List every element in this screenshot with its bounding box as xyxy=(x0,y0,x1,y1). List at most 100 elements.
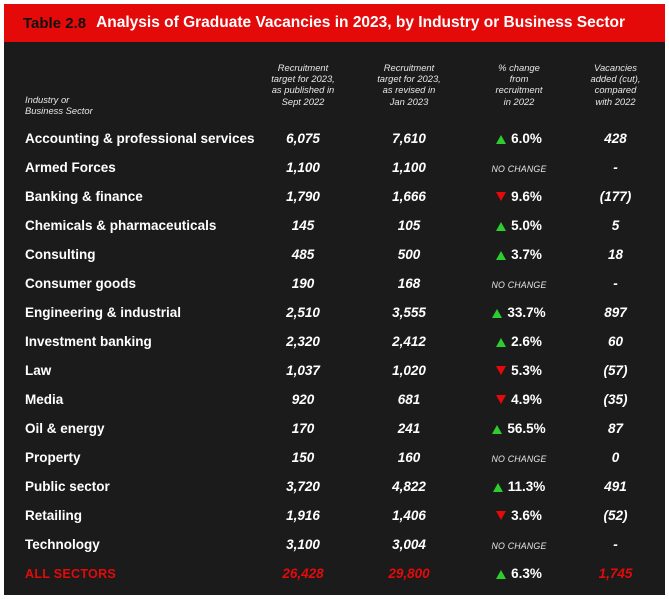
sector-name: Retailing xyxy=(25,508,83,523)
header-published-line: Sept 2022 xyxy=(281,95,325,107)
sector-name: Armed Forces xyxy=(25,160,116,175)
table-row: Engineering & industrial 2,510 3,555 33.… xyxy=(4,299,665,327)
header-revised-line: Jan 2023 xyxy=(389,95,429,107)
published-target: 2,320 xyxy=(286,334,320,349)
total-vacancies-added: 1,745 xyxy=(598,566,633,581)
table-row: Chemicals & pharmaceuticals 145 105 5.0%… xyxy=(4,212,665,240)
vacancies-added: 18 xyxy=(607,247,624,262)
published-target: 920 xyxy=(291,392,315,407)
header-published-line: target for 2023, xyxy=(271,73,335,85)
total-published-target: 26,428 xyxy=(282,566,324,581)
header-revised: Recruitment target for 2023, as revised … xyxy=(361,62,457,107)
table-row: Consumer goods 190 168 NO CHANGE - xyxy=(4,270,665,298)
change-value: 5.0% xyxy=(511,218,542,233)
percent-change: 33.7% xyxy=(469,299,569,327)
sector-name: Banking & finance xyxy=(25,189,143,204)
revised-target: 2,412 xyxy=(392,334,426,349)
table-row: Law 1,037 1,020 5.3% (57) xyxy=(4,357,665,385)
published-target: 1,916 xyxy=(286,508,320,523)
change-value: NO CHANGE xyxy=(491,164,547,174)
header-added-line: compared xyxy=(594,84,637,96)
triangle-up-icon xyxy=(496,570,507,579)
published-target: 3,100 xyxy=(286,537,320,552)
header-change-line: in 2022 xyxy=(503,95,535,107)
triangle-down-icon xyxy=(496,395,507,404)
vacancies-added: (52) xyxy=(603,508,628,523)
sector-name: Law xyxy=(25,363,52,378)
change-value: 6.3% xyxy=(511,566,542,581)
triangle-down-icon xyxy=(496,511,507,520)
header-sector-line: Business Sector xyxy=(25,105,93,117)
published-target: 150 xyxy=(291,450,315,465)
revised-target: 3,555 xyxy=(392,305,426,320)
triangle-up-icon xyxy=(496,135,507,144)
vacancies-added: - xyxy=(613,160,618,175)
header-published-line: as published in xyxy=(271,84,335,96)
total-row: ALL SECTORS 26,428 29,800 6.3% 1,745 xyxy=(4,560,665,588)
published-target: 1,037 xyxy=(286,363,320,378)
header-published-line: Recruitment xyxy=(277,62,329,73)
header-sector: Industry or Business Sector xyxy=(25,94,93,116)
triangle-down-icon xyxy=(496,366,507,375)
sector-name: Technology xyxy=(25,537,100,552)
sector-name: Consumer goods xyxy=(25,276,137,291)
percent-change: 3.7% xyxy=(469,241,569,269)
vacancies-added: 897 xyxy=(604,305,627,320)
table-row: Retailing 1,916 1,406 3.6% (52) xyxy=(4,502,665,530)
vacancies-added: 0 xyxy=(611,450,620,465)
published-target: 170 xyxy=(291,421,315,436)
percent-change: NO CHANGE xyxy=(469,154,569,182)
revised-target: 681 xyxy=(397,392,421,407)
triangle-up-icon xyxy=(492,483,503,492)
triangle-up-icon xyxy=(496,222,507,231)
percent-change: 9.6% xyxy=(469,183,569,211)
vacancies-added: (57) xyxy=(603,363,628,378)
revised-target: 1,100 xyxy=(392,160,426,175)
percent-change: 6.0% xyxy=(469,125,569,153)
header-revised-line: target for 2023, xyxy=(377,73,441,85)
sector-name: Property xyxy=(25,450,81,465)
sector-name: Media xyxy=(25,392,64,407)
change-value: 11.3% xyxy=(507,479,546,494)
change-value: 2.6% xyxy=(511,334,542,349)
change-value: 5.3% xyxy=(511,363,542,378)
published-target: 485 xyxy=(291,247,315,262)
sector-name: Oil & energy xyxy=(25,421,105,436)
total-percent-change: 6.3% xyxy=(469,560,569,588)
revised-target: 1,020 xyxy=(392,363,426,378)
vacancies-added: - xyxy=(613,276,618,291)
table-row: Oil & energy 170 241 56.5% 87 xyxy=(4,415,665,443)
revised-target: 168 xyxy=(397,276,421,291)
percent-change: NO CHANGE xyxy=(469,270,569,298)
header-added: Vacancies added (cut), compared with 202… xyxy=(570,62,661,107)
sector-name: Public sector xyxy=(25,479,110,494)
percent-change: 56.5% xyxy=(469,415,569,443)
change-value: NO CHANGE xyxy=(491,280,547,290)
table-row: Banking & finance 1,790 1,666 9.6% (177) xyxy=(4,183,665,211)
change-value: 3.6% xyxy=(511,508,542,523)
vacancies-added: (177) xyxy=(599,189,632,204)
header-published: Recruitment target for 2023, as publishe… xyxy=(255,62,351,107)
header-change-line: from xyxy=(509,73,529,85)
revised-target: 500 xyxy=(397,247,421,262)
header-revised-line: Recruitment xyxy=(383,62,435,73)
change-value: NO CHANGE xyxy=(491,454,547,464)
percent-change: 5.0% xyxy=(469,212,569,240)
vacancies-added: 60 xyxy=(607,334,624,349)
table-row: Investment banking 2,320 2,412 2.6% 60 xyxy=(4,328,665,356)
vacancies-added: 428 xyxy=(604,131,627,146)
vacancies-added: 87 xyxy=(607,421,624,436)
revised-target: 4,822 xyxy=(392,479,426,494)
published-target: 6,075 xyxy=(286,131,320,146)
table-row: Accounting & professional services 6,075… xyxy=(4,125,665,153)
revised-target: 160 xyxy=(397,450,421,465)
sector-name: Accounting & professional services xyxy=(25,131,255,146)
triangle-up-icon xyxy=(496,251,507,260)
header-added-line: Vacancies xyxy=(594,62,637,73)
column-headers: Industry or Business Sector Recruitment … xyxy=(4,62,665,122)
header-added-line: added (cut), xyxy=(590,73,641,85)
percent-change: 3.6% xyxy=(469,502,569,530)
vacancies-added: 5 xyxy=(611,218,620,233)
header-sector-line: Industry or xyxy=(25,94,70,105)
